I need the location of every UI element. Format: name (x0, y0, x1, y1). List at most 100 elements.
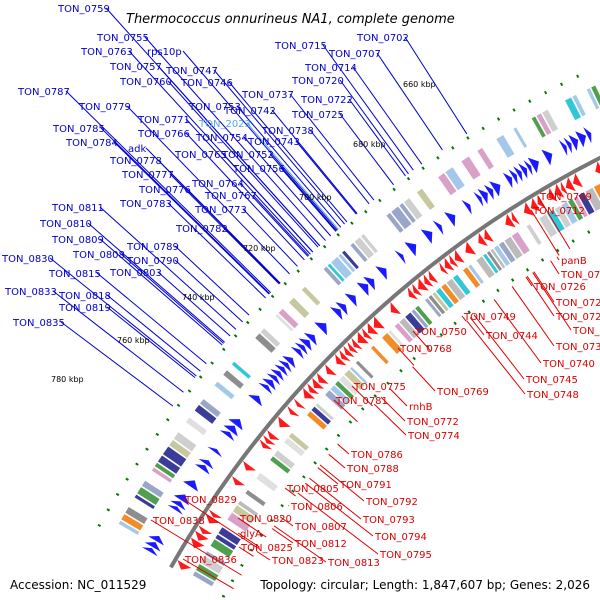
forward-gene-arrow (583, 127, 592, 144)
red-gene-label: TON_0820 (239, 514, 292, 525)
feature-block (275, 314, 294, 332)
feature-block (568, 198, 584, 221)
red-connector-line (412, 330, 431, 352)
feature-block (194, 404, 217, 424)
feature-block (428, 295, 446, 315)
reverse-gene-arrow (407, 287, 418, 300)
blue-gene-label: TON_0766 (137, 129, 190, 140)
forward-gene-arrow (513, 166, 523, 182)
feature-block (339, 375, 360, 396)
feature-block (327, 263, 345, 282)
red-connector-line (373, 403, 407, 436)
reverse-gene-arrow (343, 345, 355, 358)
feature-block (323, 266, 342, 286)
reverse-gene-arrow (190, 537, 205, 548)
reverse-gene-arrow (325, 364, 337, 376)
reverse-gene-arrow (548, 187, 558, 202)
blue-gene-label: TON_0755 (96, 33, 149, 44)
forward-gene-arrow (298, 338, 312, 351)
forward-gene-arrow (142, 547, 158, 557)
feature-block (498, 241, 516, 263)
red-gene-label: TON_0786 (350, 450, 403, 461)
blue-connector-line (252, 194, 310, 256)
forward-gene-arrow (568, 134, 579, 151)
reverse-gene-arrow (560, 181, 569, 196)
red-gene-label: TON_0793 (362, 515, 415, 526)
forward-gene-arrow (303, 333, 317, 346)
blue-connector-line (289, 93, 375, 201)
red-gene-label: TON_0729 (555, 312, 600, 323)
red-gene-label: TON_0709 (539, 192, 592, 203)
tick-label: 780 kbp (51, 375, 84, 384)
reverse-gene-arrow (263, 435, 276, 446)
blue-gene-label: TON_0783 (119, 199, 172, 210)
feature-block (273, 450, 295, 469)
blue-gene-label: TON_0752 (221, 150, 274, 161)
feature-block (415, 305, 433, 326)
feature-block (536, 113, 552, 135)
red-gene-label: TON_0807 (294, 522, 347, 533)
blue-connector-line (352, 66, 423, 165)
blue-gene-label: TON_0742 (223, 106, 276, 117)
reverse-gene-arrow (423, 274, 434, 287)
red-gene-label: TON_0740 (542, 359, 595, 370)
red-connector-line (530, 209, 560, 256)
red-connector-line (271, 528, 294, 544)
red-connector-line (466, 320, 526, 395)
reverse-gene-arrow (307, 383, 320, 395)
blue-connector-line (182, 50, 338, 231)
feature-block (157, 455, 181, 474)
tick-label: 660 kbp (403, 80, 436, 89)
feature-block (245, 489, 266, 507)
blue-connector-line (242, 208, 298, 267)
red-gene-label: TON_0712 (532, 206, 585, 217)
red-connector-line (284, 487, 296, 497)
blue-connector-line (186, 188, 281, 284)
forward-gene-arrow (575, 131, 587, 148)
blue-connector-line (60, 321, 174, 407)
reverse-gene-arrow (347, 341, 359, 354)
reverse-gene-arrow (312, 377, 324, 389)
red-gene-label: TON_0748 (526, 390, 579, 401)
forward-gene-arrow (502, 172, 513, 188)
red-gene-label: TON_0750 (414, 327, 467, 338)
red-connector-line (412, 366, 436, 392)
reverse-gene-arrow (293, 398, 306, 409)
feature-block (547, 209, 565, 233)
forward-gene-arrow (518, 163, 528, 179)
feature-block (572, 94, 586, 117)
blue-gene-label: TON_0753 (188, 102, 241, 113)
red-connector-line (333, 399, 358, 423)
feature-block (260, 328, 281, 348)
feature-block (255, 333, 276, 353)
red-connector-line (351, 385, 373, 407)
reverse-gene-arrow (418, 278, 429, 291)
feature-block (223, 370, 244, 389)
blue-connector-line (106, 306, 196, 379)
feature-block (185, 417, 208, 436)
red-connector-line (297, 492, 379, 555)
red-gene-label: TON_0795 (379, 550, 432, 561)
feature-block (125, 506, 148, 524)
forward-gene-arrow (473, 191, 484, 207)
feature-block (350, 366, 368, 385)
feature-block (335, 381, 355, 400)
blue-connector-line (309, 129, 370, 205)
feature-block (436, 288, 454, 309)
blue-gene-label: TON_0737 (241, 90, 294, 101)
reverse-gene-arrow (351, 337, 363, 350)
red-gene-label: TON_0727 (555, 298, 600, 309)
blue-connector-line (404, 36, 468, 135)
blue-gene-label: TON_0776 (138, 185, 191, 196)
red-connector-line (238, 546, 254, 557)
feature-block (200, 555, 224, 574)
blue-connector-line (185, 118, 311, 255)
blue-gene-label: TON_0808 (72, 250, 125, 261)
blue-gene-label: TON_0811 (51, 203, 104, 214)
forward-gene-arrow (563, 137, 572, 154)
feature-block (331, 256, 352, 279)
blue-gene-label: TON_0754 (195, 133, 248, 144)
tick-labels: 660 kbp 680 kbp 700 kbp 720 kbp 740 kbp 760 k… (51, 80, 436, 384)
blue-gene-label: TON_0819 (58, 303, 111, 314)
tick-label: 720 kbp (243, 244, 276, 253)
